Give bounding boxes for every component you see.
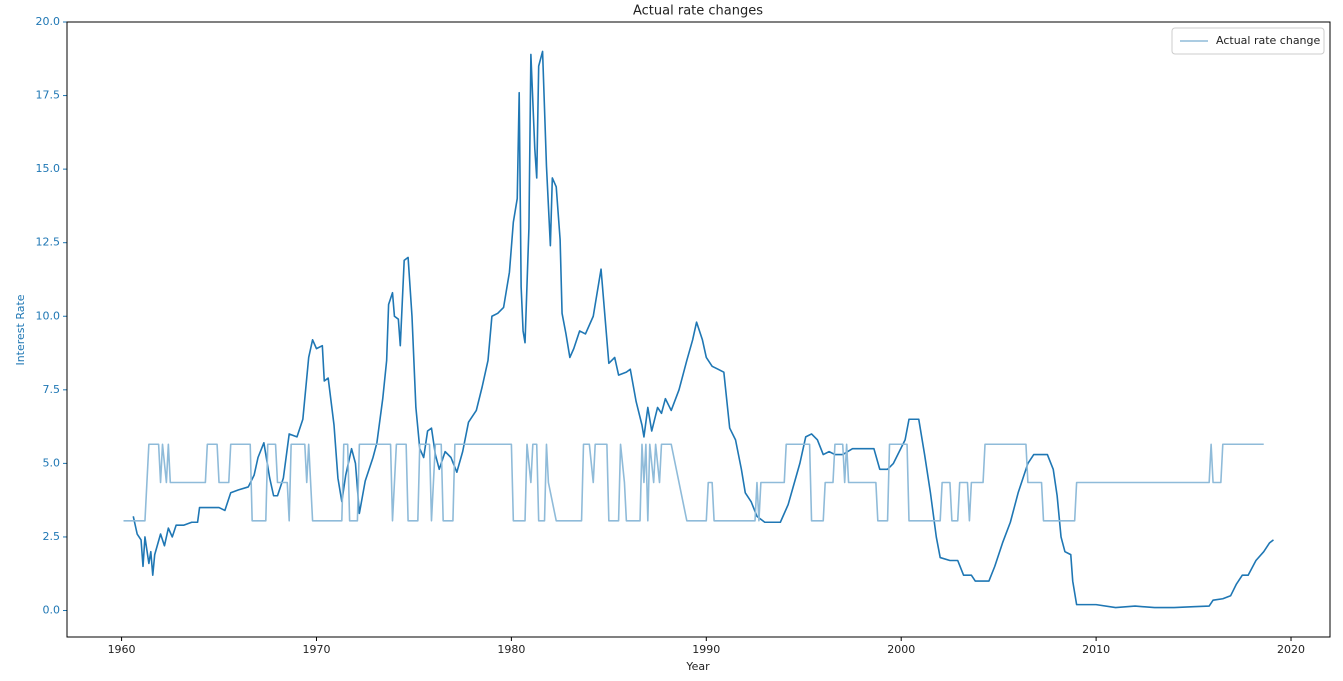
y-tick-label: 15.0	[36, 162, 61, 175]
x-tick-label: 1990	[692, 643, 720, 656]
y-tick-label: 10.0	[36, 309, 61, 322]
y-tick-label: 12.5	[36, 236, 61, 249]
x-tick-label: 2020	[1277, 643, 1305, 656]
y-axis-label: Interest Rate	[14, 294, 27, 365]
y-tick-label: 0.0	[43, 604, 61, 617]
plot-frame	[66, 21, 1331, 638]
x-tick-label: 2010	[1082, 643, 1110, 656]
x-tick-label: 1980	[497, 643, 525, 656]
legend-label: Actual rate change	[1216, 34, 1321, 47]
y-tick-label: 5.0	[43, 456, 61, 469]
x-tick-label: 1970	[302, 643, 330, 656]
data-line	[132, 50, 1274, 609]
data-line	[123, 443, 1264, 522]
x-axis-label: Year	[685, 660, 710, 673]
y-tick-label: 2.5	[43, 530, 61, 543]
chart-title: Actual rate changes	[633, 4, 763, 19]
y-tick-label: 17.5	[36, 89, 61, 102]
y-tick-label: 7.5	[43, 383, 61, 396]
x-tick-label: 1960	[108, 643, 136, 656]
x-tick-label: 2000	[887, 643, 915, 656]
y-tick-label: 20.0	[36, 15, 61, 28]
legend-box	[1171, 27, 1325, 55]
